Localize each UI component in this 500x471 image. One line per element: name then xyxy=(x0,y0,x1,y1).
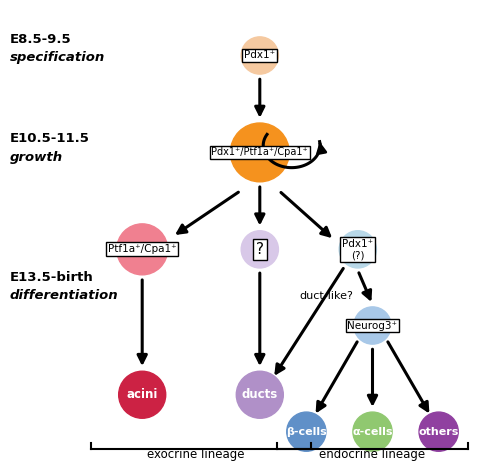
Text: others: others xyxy=(418,427,459,437)
Text: acini: acini xyxy=(126,388,158,401)
Ellipse shape xyxy=(419,412,458,451)
Ellipse shape xyxy=(339,231,376,268)
Ellipse shape xyxy=(241,37,279,74)
Text: exocrine lineage: exocrine lineage xyxy=(148,448,245,461)
Text: β-cells: β-cells xyxy=(286,427,327,437)
Text: E10.5-11.5: E10.5-11.5 xyxy=(10,132,90,145)
Ellipse shape xyxy=(116,224,168,275)
Text: E8.5-9.5: E8.5-9.5 xyxy=(10,33,72,46)
Text: Pdx1⁺/Ptf1a⁺/Cpa1⁺: Pdx1⁺/Ptf1a⁺/Cpa1⁺ xyxy=(212,147,308,157)
Text: ?: ? xyxy=(256,242,264,257)
Ellipse shape xyxy=(236,371,284,418)
Text: endocrine lineage: endocrine lineage xyxy=(320,448,426,461)
Text: Neurog3⁺: Neurog3⁺ xyxy=(348,320,398,331)
Text: ducts: ducts xyxy=(242,388,278,401)
Text: Ptf1a⁺/Cpa1⁺: Ptf1a⁺/Cpa1⁺ xyxy=(108,244,176,254)
Text: growth: growth xyxy=(10,151,63,163)
Ellipse shape xyxy=(287,412,326,451)
Text: Pdx1⁺: Pdx1⁺ xyxy=(244,50,276,60)
Text: differentiation: differentiation xyxy=(10,289,118,302)
Ellipse shape xyxy=(118,371,166,418)
Text: α-cells: α-cells xyxy=(352,427,393,437)
Text: Pdx1⁺
(?): Pdx1⁺ (?) xyxy=(342,238,374,260)
Text: specification: specification xyxy=(10,51,105,65)
Text: duct-like?: duct-like? xyxy=(299,291,353,300)
Ellipse shape xyxy=(241,231,279,268)
Ellipse shape xyxy=(230,123,289,182)
Ellipse shape xyxy=(354,307,391,344)
Ellipse shape xyxy=(353,412,392,451)
Text: E13.5-birth: E13.5-birth xyxy=(10,270,94,284)
